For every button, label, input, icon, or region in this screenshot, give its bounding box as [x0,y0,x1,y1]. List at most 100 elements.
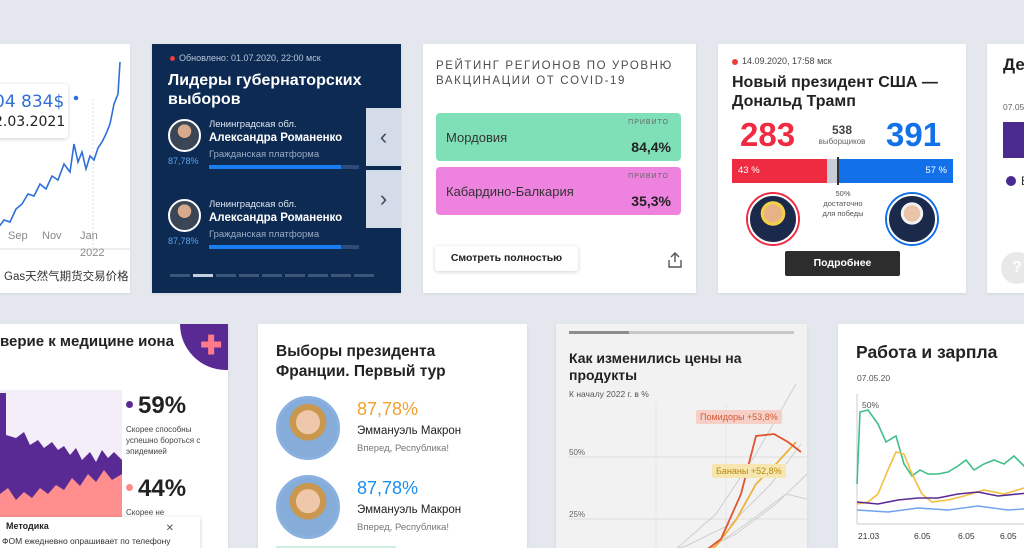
details-button[interactable]: Подробнее [785,251,900,276]
help-icon[interactable]: ? [1001,252,1024,284]
vaccinated-label: ПРИВИТО [628,119,669,126]
prices-line-chart [569,383,807,548]
card-title: Де ин [1003,55,1024,74]
candidate-name: Эммануэль Макрон [357,504,462,516]
card-subtitle: К началу 2022 г. в % [569,389,649,399]
x-tick: 2022 [80,247,105,259]
series-tag: Помидоры +53,8% [696,410,782,424]
right-percent: 57 % [925,165,947,176]
work-line-chart [856,394,1024,525]
candidate-percent: 87,78% [357,399,419,419]
view-all-button[interactable]: Смотреть полностью [435,246,578,271]
candidate-name: Александра Романенко [209,132,343,144]
popup-title: Методика [6,521,49,531]
vaccination-card: РЕЙТИНГ РЕГИОНОВ ПО УРОВНЮ ВАКЦИНАЦИИ ОТ… [423,44,696,293]
stat-value: 44% [138,475,187,502]
plus-icon: ✚ [200,330,222,360]
methodology-popup: Методика ✕ ФОМ ежедневно опрашивает по т… [0,517,200,548]
card-title: верие к медицине иона [0,333,174,350]
right-votes: 391 [886,116,942,153]
stat-text: Скорее способны успешно бороться с эпиде… [126,425,201,456]
series-tag: Бананы +52,8% [712,464,786,478]
chart-block [1003,122,1024,158]
result-bar [209,165,359,169]
stat-value: 59% [138,392,187,419]
card-title: Выборы президента Франции. Первый тур [276,343,446,380]
card-title: Как изменились цены на продукты [569,350,742,383]
region-name: Мордовия [446,130,508,145]
story-progress [569,331,794,334]
stat-dot-icon [126,401,133,408]
card-title: Новый президент США — Дональд Трамп [732,74,938,110]
candidate-row: 87,78% Эммануэль Макрон Вперед, Республи… [276,396,516,460]
x-axis-label: 6.05 [914,531,931,541]
card-date: 07.05.20 [857,373,891,383]
candidate-name: Эммануэль Макрон [357,425,462,437]
live-dot-icon [170,56,175,62]
food-prices-card: Как изменились цены на продукты К началу… [556,324,807,548]
y-axis-label: 50% [569,448,586,457]
stat-text: Скорее не [126,508,165,517]
candidate-percent: 87,78% [357,478,419,498]
update-stamp: Обновлено: 01.07.2020, 22:00 мск [170,53,321,63]
vaccinated-value: 84,4% [631,139,671,155]
candidate-percent: 87,78% [168,236,199,246]
candidate-party: Вперед, Республика! [357,522,450,533]
region-name: Кабардино-Балкария [446,184,574,199]
candidate-region: Ленинградская обл. [209,199,297,210]
x-axis-label: 21.03 [858,531,880,541]
stat-dot-icon [126,484,133,491]
x-tick: Nov [42,230,62,242]
x-tick: Sep [8,230,28,242]
chart-caption: Gas天然气期货交易价格 [4,271,129,283]
work-salary-card: Работа и зарпла 07.05.20 50% 21.03 6.05 … [838,324,1024,548]
candidate-party: Гражданская платформа [209,149,320,160]
share-icon[interactable] [666,251,684,269]
live-dot-icon [732,58,738,65]
vaccinated-value: 35,3% [631,193,671,209]
x-axis-label: 6.05 [1000,531,1017,541]
next-arrow-button[interactable]: › [366,170,401,228]
chart-tooltip: 04 834$ 2.03.2021 [0,84,68,138]
left-percent: 43 % [738,165,760,176]
left-votes: 283 [740,116,796,153]
vote-split-bar: 43 % 57 % [732,157,953,185]
region-item: Кабардино-Балкария ПРИВИТО 35,3% [436,167,681,215]
card-title: РЕЙТИНГ РЕГИОНОВ ПО УРОВНЮ ВАКЦИНАЦИИ ОТ… [436,60,673,87]
candidate-party: Гражданская платформа [209,229,320,240]
region-item: Мордовия ПРИВИТО 84,4% [436,113,681,161]
prev-arrow-button[interactable]: ‹ [366,108,401,166]
candidate-percent: 87,78% [168,156,199,166]
card-title: Лидеры губернаторских выборов [168,72,362,108]
pagination-dots[interactable] [170,274,374,277]
governors-card: Обновлено: 01.07.2020, 22:00 мск Лидеры … [152,44,401,293]
total-electors: 538 выборщиков [818,123,866,146]
left-candidate-avatar [748,194,798,244]
y-axis-label: 25% [569,510,586,519]
legend-dot-icon [1006,176,1016,186]
progress-strip [276,546,396,548]
us-election-card: 14.09.2020, 17:58 мск Новый президент СШ… [718,44,966,293]
vaccinated-label: ПРИВИТО [628,173,669,180]
tooltip-value: 04 834$ [0,92,65,112]
x-tick: Jan [80,230,98,242]
candidate-avatar [276,475,340,539]
x-axis-label: 6.05 [958,531,975,541]
popup-text: ФОМ ежедневно опрашивает по телефону [2,536,171,546]
tooltip-date: 2.03.2021 [0,114,66,130]
result-bar [209,245,359,249]
candidate-region: Ленинградская обл. [209,119,297,130]
close-icon[interactable]: ✕ [165,523,174,534]
candidate-avatar [168,199,201,232]
candidate-name: Александра Романенко [209,212,343,224]
gas-price-chart [0,61,130,250]
candidate-party: Вперед, Республика! [357,443,450,454]
france-election-card: Выборы президента Франции. Первый тур 87… [258,324,527,548]
candidate-row: 87,78% Эммануэль Макрон Вперед, Республи… [276,475,516,539]
candidate-row: 87,78% Ленинградская обл. Александра Ром… [168,119,383,179]
gas-price-card: 04 834$ 2.03.2021 Sep Nov Jan 2022 Gas天然… [0,44,130,293]
right-candidate-avatar [887,194,937,244]
candidate-avatar [168,119,201,152]
partial-card: Де ин 07.05 Вс ? [987,44,1024,293]
candidate-avatar [276,396,340,460]
